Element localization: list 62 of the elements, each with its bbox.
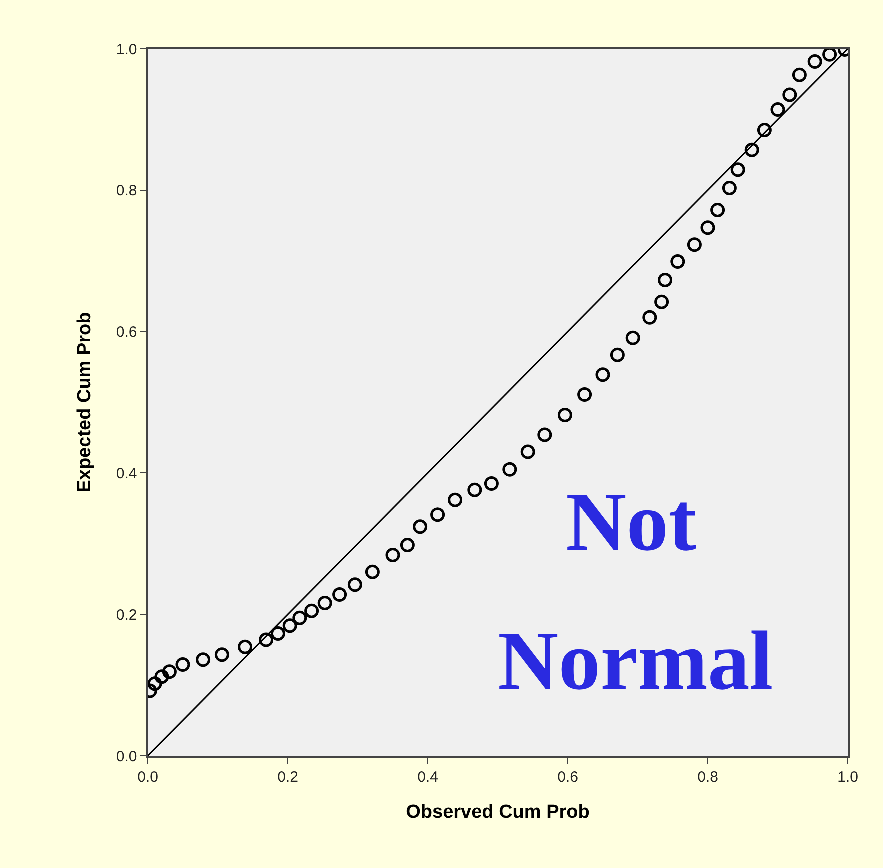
- x-tick-label: 0.0: [138, 768, 158, 786]
- y-tick-label: 0.0: [116, 748, 138, 766]
- point: [700, 220, 716, 236]
- point: [520, 444, 536, 460]
- point: [642, 310, 658, 325]
- point: [626, 330, 640, 346]
- x-tick-label: 0.8: [698, 768, 718, 786]
- point: [386, 548, 400, 562]
- point: [413, 520, 428, 534]
- x-tick-label: 1.0: [838, 768, 858, 786]
- point: [770, 102, 786, 118]
- x-tick-label: 0.6: [558, 768, 578, 786]
- point: [710, 202, 726, 218]
- point: [148, 676, 162, 692]
- point: [196, 652, 211, 668]
- point: [730, 162, 746, 178]
- point: [578, 387, 592, 402]
- point: [318, 596, 332, 611]
- point: [176, 658, 190, 672]
- point: [304, 604, 320, 618]
- point: [722, 181, 737, 196]
- point: [502, 462, 518, 477]
- point: [332, 588, 348, 602]
- point: [670, 254, 686, 270]
- point: [757, 123, 772, 138]
- point: [154, 670, 170, 684]
- point: [448, 492, 463, 508]
- point: [292, 610, 308, 626]
- point: [400, 538, 415, 553]
- y-axis-title: Expected Cum Prob: [74, 312, 96, 493]
- point: [259, 632, 274, 648]
- y-tick-label: 0.2: [116, 606, 138, 624]
- point: [792, 68, 807, 82]
- annotation: Not Normal: [498, 476, 774, 708]
- y-tick-label: 0.4: [116, 465, 138, 482]
- y-tick-label: 1.0: [116, 41, 138, 58]
- point: [658, 272, 673, 288]
- y-tick-label: 0.8: [116, 182, 138, 200]
- y-tick-label: 0.6: [116, 324, 138, 342]
- x-tick-label: 0.2: [278, 768, 298, 786]
- point: [365, 564, 380, 580]
- x-axis-title: Observed Cum Prob: [406, 802, 590, 824]
- point: [687, 238, 702, 252]
- point: [744, 142, 760, 158]
- point: [214, 648, 230, 662]
- point: [822, 49, 838, 62]
- point: [238, 640, 253, 654]
- point: [270, 626, 286, 641]
- point: [596, 368, 610, 382]
- x-tick-label: 0.4: [418, 768, 438, 786]
- point: [538, 428, 552, 442]
- point: [654, 294, 670, 310]
- point: [782, 88, 798, 102]
- point: [430, 508, 446, 522]
- point: [808, 54, 822, 69]
- point: [468, 482, 482, 498]
- point: [348, 578, 362, 592]
- point: [282, 618, 298, 634]
- point: [484, 476, 499, 492]
- point: [610, 348, 625, 362]
- point: [162, 664, 177, 680]
- point: [558, 408, 572, 422]
